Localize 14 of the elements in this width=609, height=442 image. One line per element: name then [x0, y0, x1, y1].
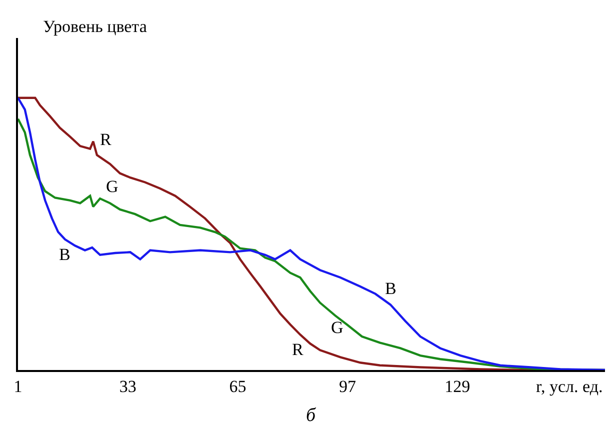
x-tick-label: 129	[444, 377, 470, 396]
text: B	[385, 279, 396, 298]
x-tick-label: 65	[229, 377, 246, 396]
y-axis-title: Уровень цвета	[43, 17, 148, 36]
x-tick-label: 33	[119, 377, 136, 396]
x-tick-label: 97	[339, 377, 357, 396]
x-tick-label: 1	[14, 377, 22, 396]
text: б	[306, 405, 317, 426]
text: G	[106, 177, 118, 196]
series-label: G	[331, 318, 344, 337]
series-label: B	[59, 245, 70, 264]
text: R	[100, 130, 112, 149]
x-axis-title: r, усл. ед.	[536, 377, 603, 396]
series-label: R	[292, 340, 304, 359]
